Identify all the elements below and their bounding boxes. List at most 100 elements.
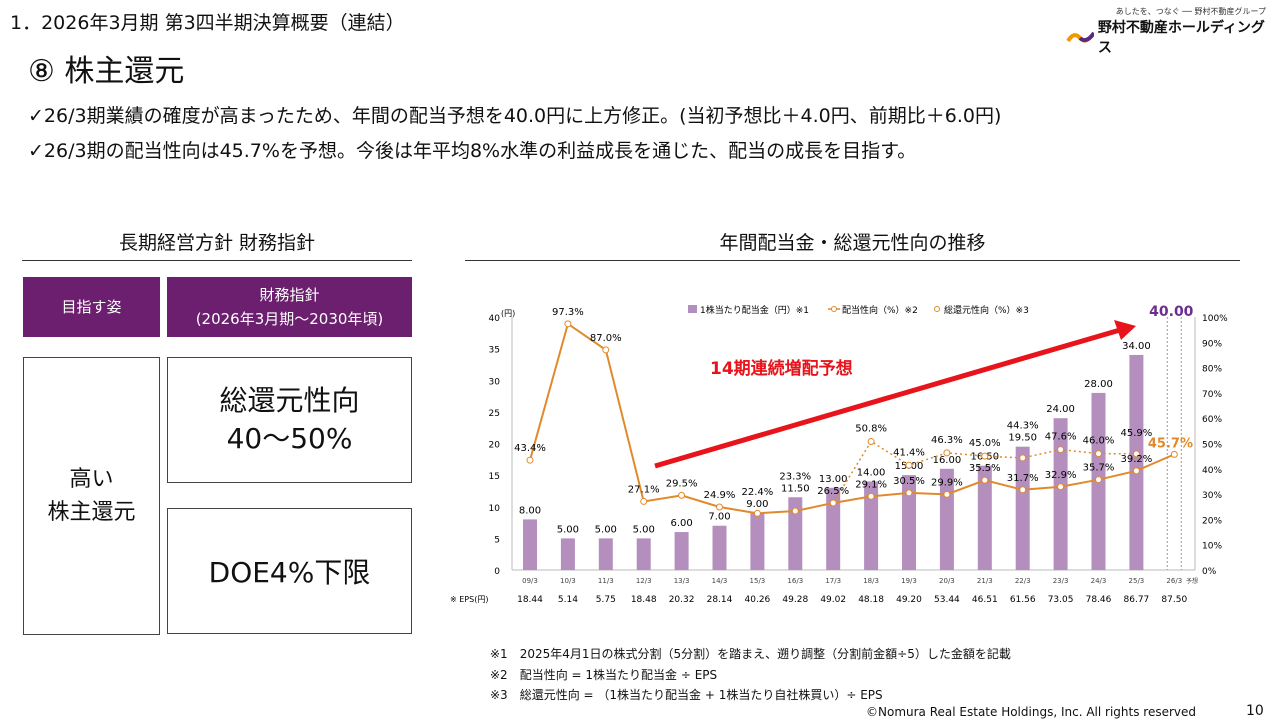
x-tick: 15/3	[750, 577, 766, 585]
x-tick: 19/3	[901, 577, 917, 585]
left-tick: 0	[494, 567, 500, 577]
right-tick: 70%	[1202, 390, 1222, 400]
legend-payout: 配当性向（%）※2	[842, 304, 918, 316]
eps-value: 18.48	[631, 595, 657, 605]
x-tick: 12/3	[636, 577, 652, 585]
total-return-label: 46.0%	[1083, 436, 1115, 447]
x-tick: 21/3	[977, 577, 993, 585]
goal-header: 目指す姿	[23, 277, 160, 337]
dividend-bar	[636, 538, 651, 570]
bar-label: 19.50	[1008, 433, 1037, 444]
x-tick: 23/3	[1053, 577, 1069, 585]
x-tick: 18/3	[863, 577, 879, 585]
page-number: 10	[1246, 703, 1264, 719]
eps-label: ※ EPS(円)	[450, 595, 488, 604]
payout-label: 97.3%	[552, 307, 584, 318]
dividend-bar	[977, 465, 992, 570]
payout-point	[1132, 467, 1140, 475]
payout-point	[1170, 450, 1178, 458]
dividend-bar	[750, 513, 765, 570]
bar-label: 5.00	[595, 524, 617, 535]
left-tick: 25	[489, 409, 500, 419]
divider	[465, 260, 1240, 261]
policy-total-return-box: 総還元性向 40～50%	[167, 357, 412, 483]
total-return-point	[867, 437, 875, 445]
bar-label: 40.00	[1149, 304, 1194, 320]
payout-point	[564, 320, 572, 328]
right-tick: 100%	[1202, 314, 1228, 324]
payout-label: 39.2%	[1121, 454, 1153, 465]
total-return-point	[943, 449, 951, 457]
payout-label: 24.9%	[704, 490, 736, 501]
payout-point	[1057, 483, 1065, 491]
bar-label: 5.00	[633, 524, 655, 535]
forecast-tag: 予想	[1186, 577, 1198, 585]
payout-label: 45.7%	[1148, 436, 1193, 451]
total-return-point	[1057, 446, 1065, 454]
payout-point	[791, 507, 799, 515]
left-tick: 40	[489, 314, 501, 324]
x-tick: 11/3	[598, 577, 614, 585]
bar-label: 11.50	[781, 483, 810, 494]
growth-arrowhead	[1114, 320, 1136, 340]
bar-label: 16.00	[933, 455, 962, 466]
legend-total-marker	[934, 306, 940, 312]
bar-label: 24.00	[1046, 404, 1075, 415]
logo-wave-icon	[1066, 31, 1094, 43]
left-tick: 5	[494, 535, 500, 545]
right-tick: 50%	[1202, 441, 1222, 451]
logo-name: 野村不動産ホールディングス	[1097, 20, 1265, 56]
policy-doe-box: DOE4%下限	[167, 508, 412, 634]
right-tick: 30%	[1202, 491, 1222, 501]
eps-value: 86.77	[1124, 595, 1150, 605]
dividend-bar	[674, 532, 689, 570]
eps-value: 49.20	[896, 595, 922, 605]
goal-box: 高い 株主還元	[23, 357, 160, 635]
note-2: ※2 配当性向 = 1株当たり配当金 ÷ EPS	[490, 668, 718, 682]
left-tick: 15	[489, 472, 500, 482]
x-tick: 20/3	[939, 577, 955, 585]
section-heading: 1．2026年3月期 第3四半期決算概要（連結）	[10, 12, 405, 34]
chart-title: 年間配当金・総還元性向の推移	[719, 232, 986, 254]
payout-point	[1095, 476, 1102, 484]
eps-value: 20.32	[669, 595, 695, 605]
divider	[22, 260, 412, 261]
x-tick: 22/3	[1015, 577, 1031, 585]
right-tick: 40%	[1202, 466, 1222, 476]
eps-value: 49.28	[782, 595, 808, 605]
left-tick: 35	[489, 346, 500, 356]
policy-header: 財務指針 (2026年3月期～2030年頃)	[167, 277, 412, 337]
bar-label: 5.00	[557, 524, 579, 535]
total-return-point	[1095, 450, 1102, 458]
payout-label: 23.3%	[779, 471, 811, 482]
note-3: ※3 総還元性向 = （1株当たり配当金 + 1株当たり自社株買い）÷ EPS	[490, 688, 883, 702]
payout-point	[716, 503, 723, 511]
eps-value: 28.14	[707, 595, 733, 605]
right-tick: 10%	[1202, 542, 1222, 552]
total-return-point	[981, 452, 989, 460]
x-tick: 10/3	[560, 577, 576, 585]
payout-point	[640, 497, 648, 505]
payout-point	[753, 509, 761, 517]
bar-label: 34.00	[1122, 341, 1151, 352]
legend-dividend: 1株当たり配当金（円）※1	[700, 304, 809, 316]
x-tick: 25/3	[1129, 577, 1145, 585]
left-heading: 長期経営方針 財務指針	[118, 232, 316, 254]
goal-line2: 株主還元	[47, 500, 136, 525]
payout-label: 27.1%	[628, 484, 660, 495]
right-tick: 90%	[1202, 339, 1222, 349]
right-tick: 0%	[1202, 567, 1217, 577]
x-tick: 16/3	[787, 577, 803, 585]
total-return-label: 45.0%	[969, 438, 1001, 449]
eps-value: 18.44	[517, 595, 543, 605]
x-tick: 09/3	[522, 577, 538, 585]
left-tick: 10	[489, 504, 501, 514]
bar-label: 8.00	[519, 505, 541, 516]
payout-point	[1019, 486, 1027, 494]
payout-label: 29.5%	[666, 478, 698, 489]
copyright: ©Nomura Real Estate Holdings, Inc. All r…	[866, 705, 1196, 719]
policy1-line2: 40～50%	[226, 422, 353, 455]
x-tick: 13/3	[674, 577, 690, 585]
bar-label: 7.00	[708, 512, 730, 523]
